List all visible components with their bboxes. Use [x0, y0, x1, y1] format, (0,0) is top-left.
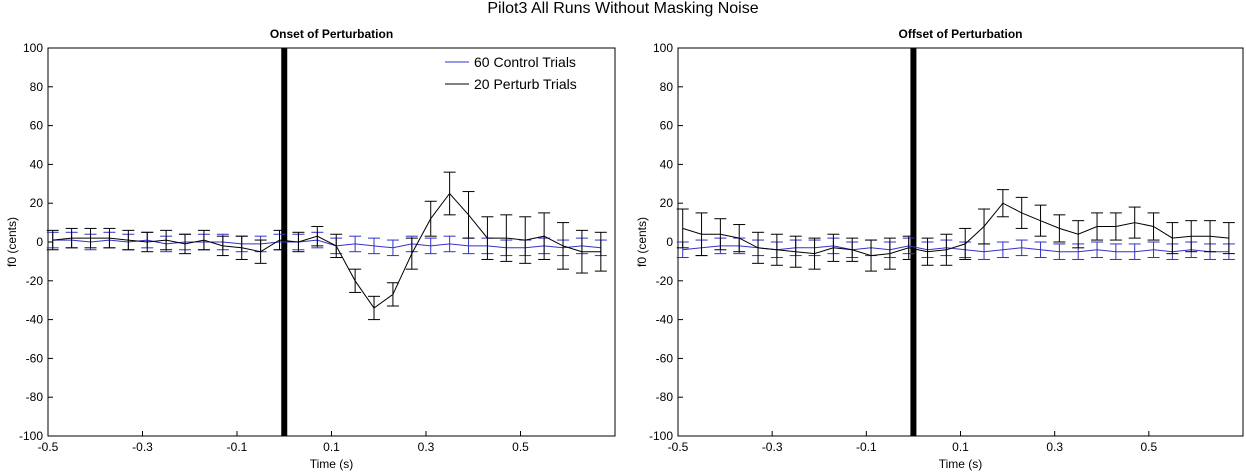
subplot-title: Onset of Perturbation — [270, 27, 393, 41]
y-tick-label: -20 — [656, 274, 674, 288]
legend-label: 20 Perturb Trials — [474, 76, 577, 92]
x-tick-label: 0.3 — [418, 440, 435, 454]
x-tick-label: -0.5 — [668, 440, 689, 454]
x-tick-label: -0.1 — [227, 440, 248, 454]
y-tick-label: 0 — [36, 235, 43, 249]
y-tick-label: -100 — [19, 429, 43, 443]
y-tick-label: -40 — [656, 313, 674, 327]
x-tick-label: -0.3 — [762, 440, 783, 454]
y-tick-label: 60 — [660, 119, 674, 133]
y-tick-label: 40 — [30, 157, 44, 171]
figure-title: Pilot3 All Runs Without Masking Noise — [487, 0, 759, 17]
subplot-title: Offset of Perturbation — [898, 27, 1022, 41]
x-tick-label: 0.1 — [952, 440, 969, 454]
subplot-1: 100 80 60 40 20 0 -20 -40 -60 -80 -100-0.5 -0.3 -0.1… — [5, 27, 616, 471]
y-tick-label: 40 — [660, 157, 674, 171]
legend-item: 20 Perturb Trials — [445, 76, 577, 92]
x-tick-label: 0.3 — [1046, 440, 1063, 454]
x-tick-label: -0.3 — [132, 440, 153, 454]
y-tick-label: -20 — [26, 274, 44, 288]
series-line — [52, 192, 601, 309]
legend-item: 60 Control Trials — [445, 54, 576, 70]
x-tick-label: -0.5 — [38, 440, 59, 454]
y-tick-label: -80 — [26, 390, 44, 404]
y-tick-label: 20 — [660, 196, 674, 210]
y-tick-label: 80 — [660, 80, 674, 94]
y-tick-label: 0 — [666, 235, 673, 249]
x-tick-label: 0.5 — [1140, 440, 1157, 454]
y-tick-label: -100 — [649, 429, 673, 443]
series-line — [52, 239, 601, 249]
x-tick-label: 0.1 — [323, 440, 340, 454]
series-perturb — [46, 171, 607, 321]
y-tick-label: 100 — [23, 41, 43, 55]
x-axis-label: Time (s) — [310, 457, 354, 471]
legend-label: 60 Control Trials — [474, 54, 576, 70]
y-tick-label: 80 — [30, 80, 44, 94]
y-tick-label: -80 — [656, 390, 674, 404]
y-axis-label: f0 (cents) — [635, 217, 649, 267]
error-bar — [594, 231, 607, 272]
y-tick-label: -60 — [26, 351, 44, 365]
subplot-2: 100 80 60 40 20 0 -20 -40 -60 -80 -100-0.5 -0.3 -0.1… — [635, 27, 1244, 471]
y-tick-label: 20 — [30, 196, 44, 210]
y-tick-label: 100 — [653, 41, 673, 55]
y-tick-label: 60 — [30, 119, 44, 133]
series-line — [682, 202, 1229, 257]
x-tick-label: 0.5 — [512, 440, 529, 454]
x-axis-label: Time (s) — [939, 457, 983, 471]
x-tick-label: -0.1 — [856, 440, 877, 454]
series-control — [46, 231, 607, 257]
y-tick-label: -40 — [26, 313, 44, 327]
series-control — [676, 237, 1235, 260]
y-tick-label: -60 — [656, 351, 674, 365]
y-axis-label: f0 (cents) — [5, 217, 19, 267]
legend: 60 Control Trials 20 Perturb Trials — [445, 54, 577, 92]
series-perturb — [676, 189, 1235, 272]
